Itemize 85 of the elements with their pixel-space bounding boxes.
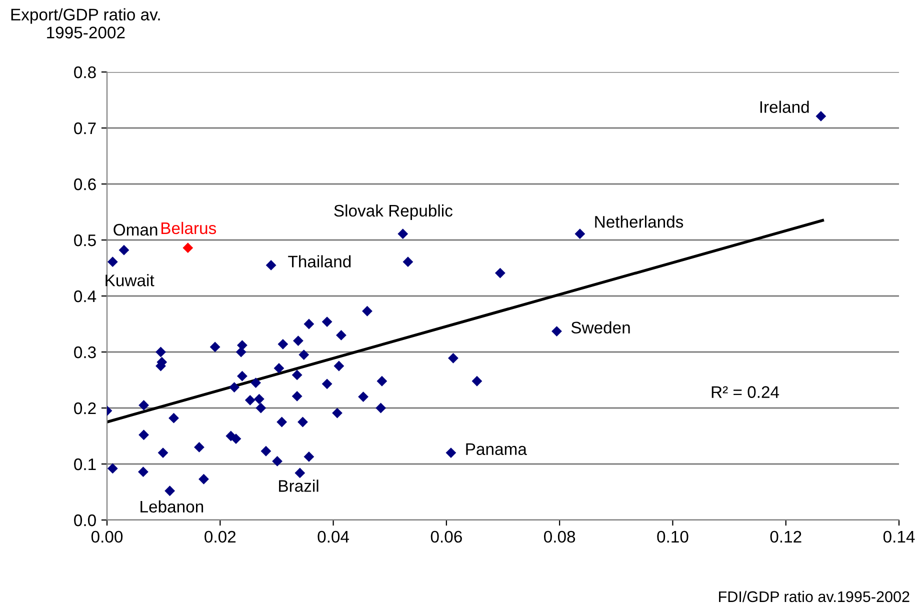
x-tick-label: 0.10 xyxy=(657,530,688,543)
point xyxy=(362,306,372,316)
point xyxy=(107,463,118,474)
y-tick-label: 0.6 xyxy=(74,178,96,190)
point xyxy=(158,448,168,458)
annotation: Oman xyxy=(114,224,158,236)
point xyxy=(168,412,179,424)
point xyxy=(334,360,344,372)
point xyxy=(210,342,220,352)
point xyxy=(138,466,148,478)
point xyxy=(138,400,149,410)
annotation: Kuwait xyxy=(106,274,154,286)
annotation: Netherlands xyxy=(595,216,684,228)
point xyxy=(236,346,246,358)
point xyxy=(293,336,304,346)
y-tick-label: 0.4 xyxy=(74,290,96,302)
point xyxy=(336,330,346,340)
point xyxy=(164,486,175,496)
y-tick-label: 0.1 xyxy=(74,458,96,470)
point xyxy=(260,446,272,456)
point xyxy=(107,256,118,268)
point xyxy=(278,338,288,350)
point xyxy=(494,268,506,278)
point xyxy=(276,416,287,428)
point xyxy=(156,346,166,358)
point xyxy=(237,370,248,382)
annotation: Panama xyxy=(466,443,527,456)
point xyxy=(304,452,314,462)
point xyxy=(198,474,209,484)
y-axis-title: Export/GDP ratio av. 1995-2002 xyxy=(11,8,160,38)
point xyxy=(376,376,388,386)
annotation: Sweden xyxy=(571,321,630,334)
x-tick-label: 0.02 xyxy=(204,530,236,543)
x-tick-label: 0.04 xyxy=(318,530,350,543)
point xyxy=(182,242,194,254)
point xyxy=(294,468,306,478)
y-tick-label: 0.0 xyxy=(74,514,96,526)
point xyxy=(250,378,261,388)
point xyxy=(298,350,310,360)
point xyxy=(398,228,408,240)
point xyxy=(402,256,414,268)
x-tick-label: 0.06 xyxy=(430,530,462,543)
annotation: Thailand xyxy=(288,255,351,268)
annotation: Lebanon xyxy=(140,500,204,513)
point xyxy=(230,434,242,444)
point xyxy=(256,402,266,414)
point xyxy=(304,318,314,330)
x-axis-title: FDI/GDP ratio av.1995-2002 xyxy=(719,590,910,602)
x-tick-label: 0.12 xyxy=(770,530,802,543)
point xyxy=(292,391,302,402)
point xyxy=(472,376,482,386)
annotation: Slovak Republic xyxy=(334,204,452,220)
point xyxy=(274,363,284,374)
series-label: Belarus xyxy=(161,222,216,234)
y-tick-label: 0.8 xyxy=(74,66,96,78)
point xyxy=(118,244,130,256)
x-tick-label: 0.00 xyxy=(91,530,123,543)
x-tick-label: 0.08 xyxy=(544,530,576,543)
point xyxy=(376,402,386,414)
point xyxy=(552,326,562,336)
point xyxy=(448,352,458,364)
point xyxy=(272,456,282,466)
point xyxy=(574,228,586,240)
point xyxy=(322,316,332,327)
x-tick-label: 0.14 xyxy=(883,530,915,543)
y-tick-label: 0.2 xyxy=(74,402,96,414)
point xyxy=(292,370,302,380)
point xyxy=(446,448,456,458)
point xyxy=(194,442,204,452)
point xyxy=(816,111,826,122)
point xyxy=(332,408,342,418)
annotation: R² = 0.24 xyxy=(712,386,780,398)
point xyxy=(254,394,264,404)
annotation: Ireland xyxy=(760,100,809,113)
point xyxy=(229,382,240,392)
point xyxy=(138,430,149,440)
y-tick-label: 0.3 xyxy=(74,346,96,358)
point xyxy=(244,394,256,406)
point xyxy=(266,260,276,270)
annotation: Brazil xyxy=(279,480,318,492)
point xyxy=(298,416,308,428)
point xyxy=(322,378,332,390)
point xyxy=(358,392,368,402)
y-tick-label: 0.5 xyxy=(74,234,96,246)
y-tick-label: 0.7 xyxy=(74,122,96,134)
